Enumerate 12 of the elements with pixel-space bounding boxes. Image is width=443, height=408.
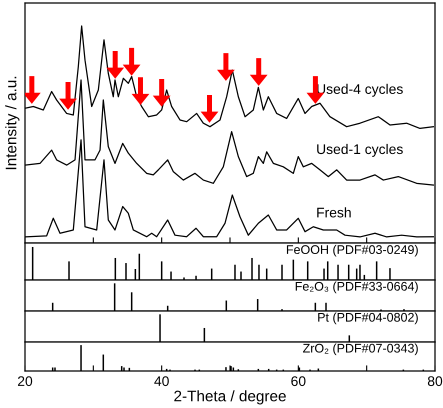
series-label: Used-1 cycles: [317, 144, 403, 157]
x-tick-label: 80: [428, 376, 442, 386]
series-label: Fresh: [317, 207, 351, 218]
x-tick-label: 20: [18, 376, 32, 386]
annotation: Pt (PDF#04-0802): [318, 312, 418, 324]
x-tick-label: 40: [154, 376, 169, 386]
x-tick-label: 60: [291, 376, 306, 386]
annotation: ZrO₂ (PDF#07-0343): [303, 343, 418, 356]
x-axis-title: 2-Theta / degree: [174, 390, 286, 404]
y-axis-title: Intensity / a.u.: [5, 76, 20, 170]
annotation: Fe₂O₃ (PDF#33-0664): [296, 282, 418, 294]
annotation: FeOOH (PDF#03-0249): [286, 244, 418, 256]
